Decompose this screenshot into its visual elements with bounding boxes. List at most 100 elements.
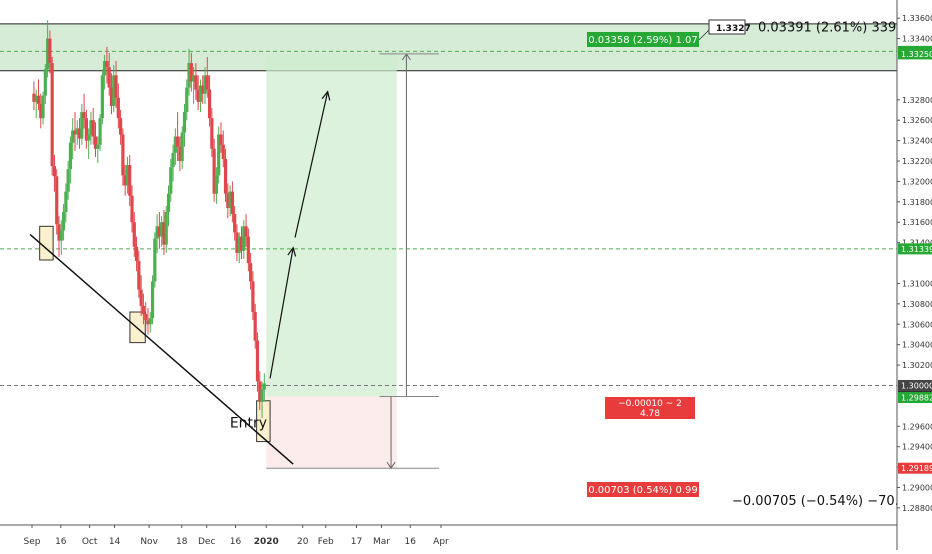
candle-body	[114, 75, 118, 98]
candle-body	[93, 136, 98, 149]
candle-body	[173, 136, 177, 153]
candle-body	[80, 112, 84, 139]
candle-body	[39, 103, 43, 119]
long-position-layer[interactable]	[266, 53, 397, 469]
pnl-label-line2: 4.78	[640, 409, 660, 419]
candle-body	[68, 142, 73, 170]
measure-tool-layer[interactable]: 0.03391 (2.61%) 339.1 −0.00705 (−0.54%) −…	[266, 19, 909, 509]
price-tick-label: 1.33400	[902, 35, 932, 44]
candles-layer	[32, 20, 266, 419]
candle-body	[235, 232, 239, 253]
candle-body	[189, 63, 193, 82]
candle-body	[260, 389, 264, 402]
projection-arrow[interactable]	[269, 247, 294, 379]
price-tick-label: 1.29000	[902, 483, 932, 492]
time-tick-label: 18	[176, 537, 188, 547]
candle-body	[203, 75, 207, 94]
price-tick-label: 1.28800	[902, 504, 932, 513]
candle-body	[103, 61, 107, 76]
candle-body	[87, 134, 91, 141]
time-tick-label: Apr	[433, 537, 449, 547]
candle-body	[130, 195, 134, 223]
candle-body	[253, 312, 257, 341]
price-tick-label: 1.29600	[902, 422, 932, 431]
candle-body	[100, 75, 104, 119]
candle-body	[155, 226, 159, 239]
price-label-bg	[898, 462, 932, 474]
highlight-box[interactable]	[39, 225, 54, 261]
candle-body	[134, 246, 139, 262]
entry-label: Entry	[230, 416, 267, 432]
candle-body	[187, 63, 191, 88]
price-label: 1.29882	[901, 394, 932, 403]
candle-body	[205, 75, 209, 90]
target-label: 0.03358 (2.59%) 1.07	[588, 35, 698, 46]
candle-body	[194, 75, 198, 90]
candle-body	[84, 118, 88, 141]
projection-arrow-head	[321, 90, 331, 101]
candle-body	[180, 132, 184, 162]
candle-body	[185, 87, 189, 113]
candle-body	[128, 165, 132, 196]
price-tick-label: 1.31600	[902, 218, 932, 227]
candle-body	[210, 118, 214, 149]
price-tick-label: 1.30800	[902, 300, 932, 309]
candle-body	[258, 381, 262, 402]
profit-zone[interactable]	[266, 53, 397, 397]
candle-body	[46, 38, 50, 70]
candle-body	[119, 118, 123, 135]
candle-body	[237, 236, 241, 253]
candle-body	[146, 320, 150, 325]
time-tick-label: 16	[230, 537, 242, 547]
projection-arrow[interactable]	[294, 91, 329, 238]
time-tick-label: Mar	[373, 537, 390, 547]
price-tick-label: 1.33600	[902, 14, 932, 23]
support-trendline[interactable]	[29, 233, 294, 465]
resistance-zone-layer	[0, 23, 897, 72]
candle-body	[239, 236, 244, 251]
candle-body	[144, 314, 148, 321]
time-tick-label: Feb	[318, 537, 334, 547]
projection-arrows-layer[interactable]	[269, 90, 331, 379]
candle-body	[75, 128, 79, 135]
candle-body	[112, 75, 116, 106]
pnl-label-bg	[605, 397, 695, 419]
measure-down-text: −0.00705 (−0.54%) −70.5	[732, 494, 907, 509]
candle-body	[160, 222, 164, 237]
candle-body	[82, 112, 86, 119]
candle-body	[57, 224, 61, 241]
time-tick-label: Nov	[140, 537, 158, 547]
price-tick-label: 1.31800	[902, 198, 932, 207]
candle-body	[251, 281, 255, 313]
stop-label-bg	[587, 482, 699, 497]
time-tick-label: 2020	[254, 537, 279, 547]
price-tick-label: 1.31400	[902, 239, 932, 248]
candle-body	[162, 222, 166, 245]
measure-price-tag-text: 1.3327	[716, 24, 751, 34]
candle-body	[182, 112, 187, 133]
trendline-layer[interactable]	[29, 233, 294, 465]
candle-body	[212, 148, 216, 194]
price-tick-label: 1.32000	[902, 177, 932, 186]
price-tick-label: 1.32400	[902, 137, 932, 146]
candle-body	[41, 95, 45, 119]
pnl-label-line1: −0.00010 ~ 2	[618, 399, 682, 409]
candle-body	[196, 89, 200, 102]
measure-up-text: 0.03391 (2.61%) 339.1	[758, 20, 909, 35]
time-tick-label: 20	[297, 537, 309, 547]
candle-body	[233, 214, 237, 233]
time-tick-label: Dec	[198, 537, 215, 547]
candle-body	[255, 340, 260, 382]
candle-body	[96, 144, 100, 149]
stop-zone[interactable]	[266, 396, 397, 469]
target-label-pointer	[698, 29, 710, 41]
candle-body	[153, 238, 157, 282]
candle-body	[59, 230, 63, 241]
candle-body	[242, 226, 246, 251]
candle-body	[48, 38, 52, 64]
candle-body	[166, 193, 171, 213]
candle-body	[89, 120, 93, 135]
